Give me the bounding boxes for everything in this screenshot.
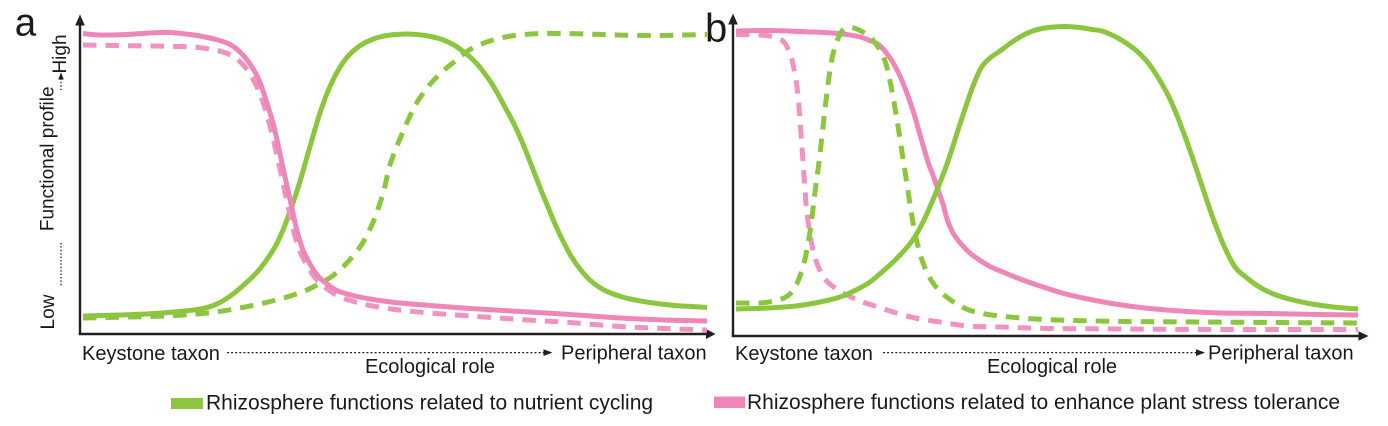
svg-text:High: High	[50, 34, 71, 73]
svg-text:Keystone taxon: Keystone taxon	[735, 343, 873, 365]
svg-text:Low: Low	[38, 294, 59, 329]
svg-text:Ecological role: Ecological role	[365, 356, 495, 378]
svg-text:Rhizosphere functions related: Rhizosphere functions related to enhance…	[747, 391, 1340, 414]
svg-text:Peripheral taxon: Peripheral taxon	[1208, 343, 1354, 365]
svg-text:Ecological role: Ecological role	[987, 356, 1117, 378]
svg-text:Keystone taxon: Keystone taxon	[82, 343, 220, 365]
svg-text:Peripheral taxon: Peripheral taxon	[561, 343, 707, 365]
svg-text:Rhizosphere functions related: Rhizosphere functions related to nutrien…	[206, 392, 653, 415]
svg-text:b: b	[705, 7, 727, 51]
svg-text:Functional profile: Functional profile	[38, 86, 59, 231]
svg-text:a: a	[15, 1, 37, 44]
